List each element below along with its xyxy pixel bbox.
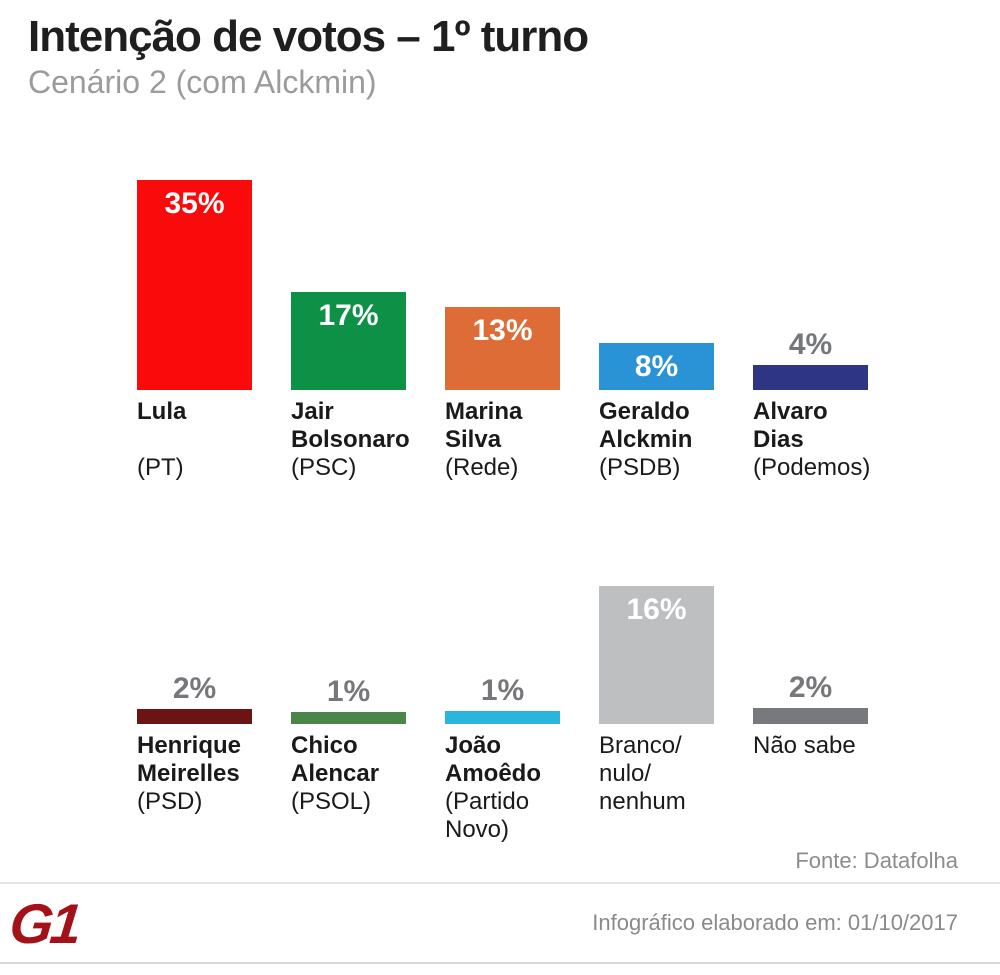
bar-label: Não sabe: [753, 724, 868, 760]
candidate-party: (Rede): [445, 454, 519, 481]
bar-nao-sabe: [753, 708, 868, 724]
bar-label: Branco/ nulo/ nenhum: [599, 724, 714, 816]
chart-row-1: 35% Lula (PT) 17% Jair Bolsonaro (PSC): [137, 180, 1000, 482]
bar-chico: [291, 712, 406, 724]
bar-value-label: 35%: [164, 187, 225, 220]
bar-label: João Amoêdo (Partido Novo): [445, 724, 560, 844]
bar-column-meirelles: 2% Henrique Meirelles (PSD): [137, 586, 252, 844]
candidate-name: Meirelles: [137, 760, 240, 787]
bar-label: Marina Silva (Rede): [445, 390, 560, 482]
bar-amoedo: [445, 711, 560, 724]
bottom-divider: [0, 962, 1000, 964]
bar-marina: 13%: [445, 307, 560, 390]
bar-value-label: 2%: [788, 671, 833, 704]
candidate-name: Alvaro: [753, 398, 828, 425]
bar-value-label: 8%: [634, 350, 679, 383]
bar-column-marina: 13% Marina Silva (Rede): [445, 180, 560, 482]
bar-area: 1%: [445, 586, 560, 724]
candidate-party: (Partido: [445, 788, 530, 815]
bar-column-nao-sabe: 2% Não sabe: [753, 586, 868, 844]
bar-area: 13%: [445, 180, 560, 390]
candidate-party: (PSDB): [599, 454, 681, 481]
bar-area: 1%: [291, 586, 406, 724]
chart-header: Intenção de votos – 1º turno Cenário 2 (…: [0, 0, 1000, 102]
chart-title: Intenção de votos – 1º turno: [28, 12, 589, 61]
bar-value-label: 17%: [318, 299, 379, 332]
source-note: Fonte: Datafolha: [795, 848, 958, 873]
bar-area: 2%: [753, 586, 868, 724]
bar-column-chico: 1% Chico Alencar (PSOL): [291, 586, 406, 844]
chart-subtitle: Cenário 2 (com Alckmin): [28, 64, 377, 100]
chart-row-2: 2% Henrique Meirelles (PSD) 1% Chico Ale…: [137, 586, 1000, 844]
bar-value-label: 1%: [326, 675, 371, 708]
bar-value-label: 4%: [788, 328, 833, 361]
candidate-party: (PSD): [137, 788, 203, 815]
candidate-name: Jair: [291, 398, 334, 425]
bar-area: 2%: [137, 586, 252, 724]
infographic-date-note: Infográfico elaborado em: 01/10/2017: [592, 910, 958, 935]
bar-column-lula: 35% Lula (PT): [137, 180, 252, 482]
footer-divider: [0, 882, 1000, 884]
footer-bar: G1 Infográfico elaborado em: 01/10/2017: [0, 884, 1000, 962]
bar-area: 4%: [753, 180, 868, 390]
bar-label: Alvaro Dias (Podemos): [753, 390, 871, 482]
bar-value-label: 16%: [626, 593, 687, 626]
bar-area: 17%: [291, 180, 406, 390]
bar-branco-nulo: 16%: [599, 586, 714, 724]
candidate-name: Alencar: [291, 760, 380, 787]
bar-label: Henrique Meirelles (PSD): [137, 724, 252, 816]
candidate-name: Não sabe: [753, 732, 856, 759]
bar-column-bolsonaro: 17% Jair Bolsonaro (PSC): [291, 180, 410, 482]
candidate-party: (PT): [137, 454, 184, 481]
candidate-name: Amoêdo: [445, 760, 541, 787]
candidate-name: Branco/: [599, 732, 682, 759]
candidate-name: Geraldo: [599, 398, 690, 425]
g1-logo: G1: [6, 891, 83, 955]
bar-area: 16%: [599, 586, 714, 724]
candidate-name: Henrique: [137, 732, 242, 759]
bar-label: Chico Alencar (PSOL): [291, 724, 406, 816]
candidate-party: (Podemos): [753, 454, 871, 481]
bar-label: Lula (PT): [137, 390, 252, 482]
candidate-name: nenhum: [599, 788, 686, 815]
bar-column-amoedo: 1% João Amoêdo (Partido Novo): [445, 586, 560, 844]
bar-value-label: 13%: [472, 314, 533, 347]
candidate-party: (PSC): [291, 454, 357, 481]
bar-alckmin: 8%: [599, 343, 714, 390]
candidate-party: Novo): [445, 816, 510, 843]
candidate-name: Dias: [753, 426, 804, 453]
candidate-name: Silva: [445, 426, 502, 453]
bar-label: Geraldo Alckmin (PSDB): [599, 390, 714, 482]
bar-column-alvaro: 4% Alvaro Dias (Podemos): [753, 180, 871, 482]
bar-area: 35%: [137, 180, 252, 390]
bar-area: 8%: [599, 180, 714, 390]
candidate-name: Lula: [137, 398, 187, 425]
candidate-name: Marina: [445, 398, 523, 425]
candidate-name: Bolsonaro: [291, 426, 410, 453]
bar-column-branco-nulo: 16% Branco/ nulo/ nenhum: [599, 586, 714, 844]
candidate-party: (PSOL): [291, 788, 372, 815]
candidate-name: João: [445, 732, 502, 759]
candidate-name: Chico: [291, 732, 358, 759]
bar-label: Jair Bolsonaro (PSC): [291, 390, 410, 482]
candidate-name: nulo/: [599, 760, 652, 787]
bar-meirelles: [137, 709, 252, 724]
candidate-name: Alckmin: [599, 426, 693, 453]
bar-lula: 35%: [137, 180, 252, 390]
bar-column-alckmin: 8% Geraldo Alckmin (PSDB): [599, 180, 714, 482]
bar-value-label: 1%: [480, 674, 525, 707]
bar-bolsonaro: 17%: [291, 292, 406, 390]
bar-value-label: 2%: [172, 672, 217, 705]
bar-alvaro: [753, 365, 868, 390]
